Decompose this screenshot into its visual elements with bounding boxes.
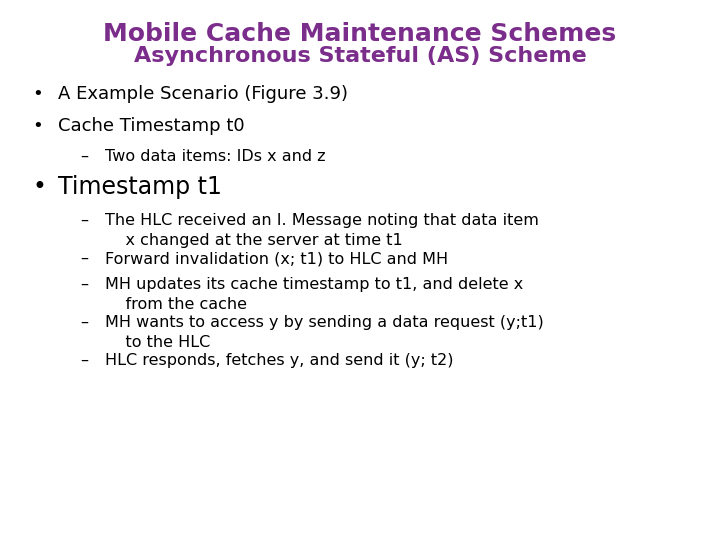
Text: –: – (80, 353, 88, 368)
Text: MH updates its cache timestamp to t1, and delete x
    from the cache: MH updates its cache timestamp to t1, an… (105, 277, 523, 312)
Text: –: – (80, 251, 88, 266)
Text: •: • (32, 117, 42, 135)
Text: Mobile Cache Maintenance Schemes: Mobile Cache Maintenance Schemes (104, 22, 616, 46)
Text: HLC responds, fetches y, and send it (y; t2): HLC responds, fetches y, and send it (y;… (105, 353, 454, 368)
Text: Two data items: IDs x and z: Two data items: IDs x and z (105, 149, 325, 164)
Text: •: • (32, 85, 42, 103)
Text: •: • (32, 175, 46, 199)
Text: Asynchronous Stateful (AS) Scheme: Asynchronous Stateful (AS) Scheme (134, 46, 586, 66)
Text: A Example Scenario (Figure 3.9): A Example Scenario (Figure 3.9) (58, 85, 348, 103)
Text: –: – (80, 315, 88, 330)
Text: MH wants to access y by sending a data request (y;t1)
    to the HLC: MH wants to access y by sending a data r… (105, 315, 544, 350)
Text: The HLC received an I. Message noting that data item
    x changed at the server: The HLC received an I. Message noting th… (105, 213, 539, 248)
Text: –: – (80, 277, 88, 292)
Text: Forward invalidation (x; t1) to HLC and MH: Forward invalidation (x; t1) to HLC and … (105, 251, 448, 266)
Text: Cache Timestamp t0: Cache Timestamp t0 (58, 117, 245, 135)
Text: –: – (80, 149, 88, 164)
Text: Timestamp t1: Timestamp t1 (58, 175, 222, 199)
Text: –: – (80, 213, 88, 228)
